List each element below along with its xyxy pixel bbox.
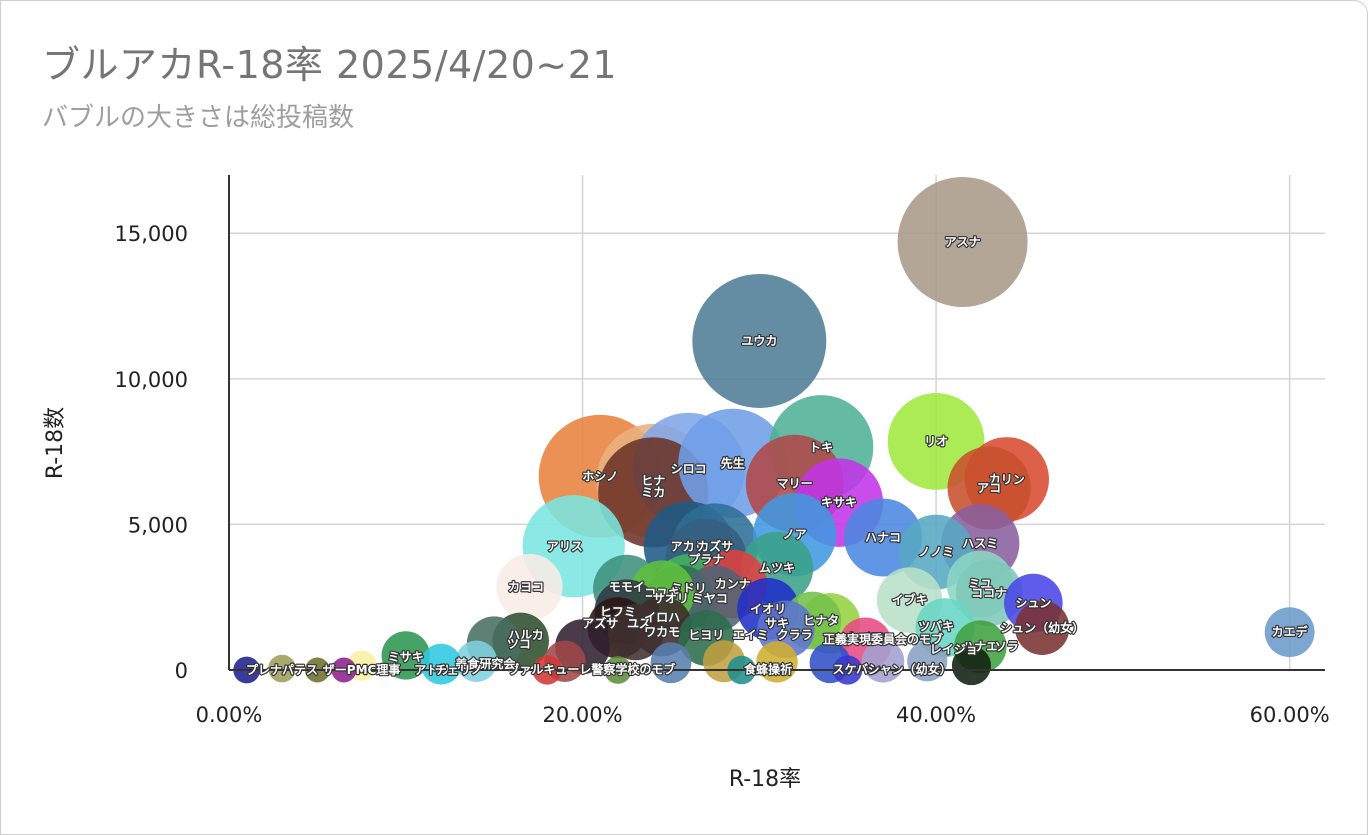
bubble-label: セイア: [847, 631, 883, 645]
bubble-point: [455, 640, 498, 682]
bubble-label: 先生: [721, 455, 745, 470]
bubble-label: コユキ: [644, 586, 680, 600]
bubble-label: イオリ: [750, 602, 786, 616]
bubble-label: シュン: [1015, 596, 1051, 610]
bubble-label: ハルカ: [508, 628, 544, 642]
bubble-label: ツバキ: [918, 619, 954, 633]
bubble-label: スケバン: [832, 662, 880, 676]
y-tick-label: 5,000: [128, 513, 188, 537]
bubble-label: リオ: [924, 434, 948, 448]
bubble-label: イブキ: [892, 592, 928, 607]
bubble-label: プレナパテス: [246, 662, 318, 677]
bubble-label: アトリ: [414, 663, 450, 677]
bubble-label: シャン（幼女）: [868, 661, 952, 676]
bubble-label: ミヤコ: [692, 592, 728, 606]
bubble-label: ハスミ: [962, 536, 998, 550]
bubble-point: [420, 643, 462, 685]
bubble-label: チェリノ: [435, 663, 483, 677]
bubble-point: [951, 646, 991, 686]
bubble-label: ミサキ: [388, 650, 424, 664]
chart-subtitle: バブルの大きさは総投稿数: [42, 103, 355, 133]
bubble-label: カヨコ: [508, 580, 544, 594]
bubble-label: ツコ: [507, 637, 531, 651]
bubble-label: 正義実現委員会のモブ: [823, 631, 943, 646]
bubble-point: [650, 642, 692, 684]
bubble-label: シュン（幼女）: [1000, 620, 1084, 635]
bubble-point: [1014, 600, 1070, 655]
bubble-label: サオリ: [653, 592, 689, 606]
bubble-point: [861, 639, 905, 683]
bubble-label: アズサ: [582, 615, 618, 630]
x-tick-label: 0.00%: [196, 703, 263, 727]
bubble-label: アスナ: [945, 235, 981, 249]
bubble-label: ムツキ: [759, 561, 795, 575]
bubble-label: アコ: [977, 481, 1001, 495]
bubble-label: ミカ: [641, 485, 665, 499]
bubble-point: [496, 553, 563, 621]
bubble-label: ユズ: [627, 615, 651, 630]
bubble-label: ココナ: [971, 586, 1007, 600]
bubble-label: アカリ: [671, 539, 707, 553]
bubble-point: [907, 641, 948, 682]
bubble-point: [756, 641, 798, 683]
bubble-label: イロハ: [644, 611, 680, 625]
tick-labels: 0.00% 20.00% 40.00% 60.00% 0 5,000 10,000 15,00…: [115, 222, 1330, 727]
bubble-label: ユウカ: [741, 334, 777, 348]
bubble-label: アリス: [547, 539, 583, 553]
axes: [228, 175, 1325, 671]
bubble-label: ヒナ: [641, 474, 665, 488]
y-tick-label: 15,000: [115, 222, 188, 246]
bubble-label: ハナコ: [865, 531, 901, 545]
bubble-label: 美食研究会: [455, 656, 516, 671]
x-tick-label: 20.00%: [543, 703, 623, 727]
bubble-label: トキ: [809, 440, 833, 454]
bubble-label: ソラ: [995, 640, 1019, 654]
bubble-point: [897, 176, 1028, 307]
bubble-label: ミユ: [968, 577, 992, 591]
bubble-label: ノア: [783, 528, 807, 542]
bubble-label: ザーPMC理事: [323, 662, 401, 677]
bubble-label: ワカモ: [644, 625, 680, 639]
y-axis-title: R-18数: [43, 407, 68, 479]
bubble-point: [692, 273, 827, 408]
bubble-label: カンナ: [715, 577, 751, 591]
bubble-label: エイミ: [732, 628, 768, 642]
bubble-label: ヒヨリ: [688, 628, 724, 642]
x-tick-label: 60.00%: [1250, 703, 1330, 727]
bubble-label: レイジョ: [930, 643, 978, 657]
bubble-label: シロコ: [671, 462, 707, 476]
bubble-label: マリー: [777, 477, 813, 491]
bubble-label: カリン: [989, 472, 1025, 486]
bubble-point: [1264, 607, 1315, 658]
bubble-label: クララ: [777, 628, 813, 642]
bubble-label: プラナ: [688, 551, 724, 566]
bubble-label: カズサ: [697, 538, 733, 553]
bubble-label: カエデ: [1272, 624, 1309, 639]
bubble-point: [607, 604, 664, 661]
bubble-label: ヴァルキューレ警察学校のモブ: [507, 661, 675, 676]
bubble-label: 食蜂操祈: [743, 661, 792, 676]
bubble-point: [268, 654, 296, 683]
bubble-label: サキ: [765, 616, 789, 630]
y-tick-label: 0: [175, 659, 188, 683]
bubble-label: ヒフミ: [600, 605, 636, 619]
x-tick-label: 40.00%: [896, 703, 976, 727]
bubble-label: モモイ: [609, 580, 645, 594]
bubble-label: ミドリ: [671, 581, 707, 595]
x-axis-title: R-18率: [729, 767, 801, 792]
bubble-label: ヒナタ: [803, 614, 839, 628]
bubble-label: ノノミ: [918, 545, 954, 559]
bubble-label: キサキ: [821, 496, 857, 510]
y-tick-label: 10,000: [115, 368, 188, 392]
bubble-label: ホシノ: [582, 469, 618, 483]
chart-title: ブルアカR-18率 2025/4/20~21: [42, 43, 618, 87]
bubble-point: [381, 631, 430, 680]
bubble-label: ハナエ: [962, 640, 998, 654]
